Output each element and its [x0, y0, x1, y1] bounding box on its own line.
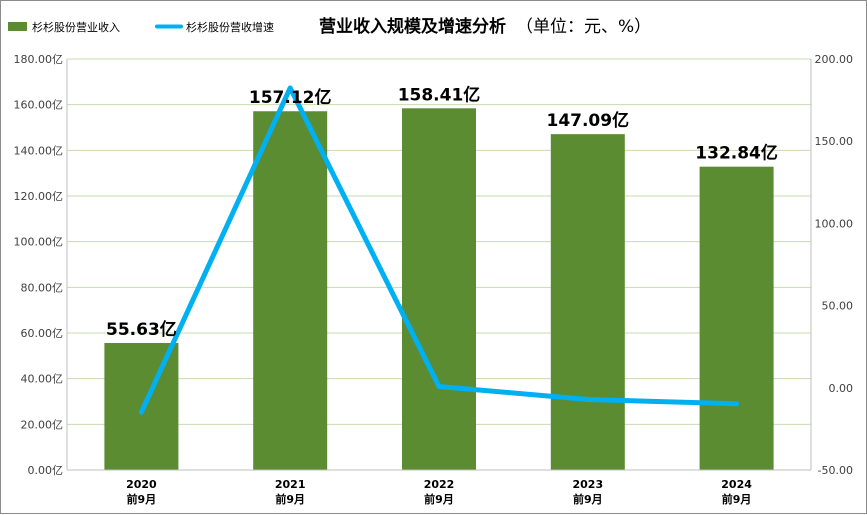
legend-label-revenue: 杉杉股份营业收入	[32, 20, 120, 34]
chart-title: 营业收入规模及增速分析	[319, 16, 506, 37]
category-label-year: 2020	[126, 478, 157, 491]
bar-series	[104, 108, 774, 470]
category-label-period: 前9月	[424, 492, 454, 506]
bar-data-label: 158.41亿	[398, 84, 481, 105]
bar-2021	[253, 111, 328, 470]
chart-title-unit: （单位：元、%）	[516, 17, 651, 37]
bar-2022	[402, 108, 476, 470]
category-label-year: 2022	[424, 478, 455, 491]
bar-data-label: 132.84亿	[695, 143, 778, 164]
bar-2024	[699, 166, 774, 470]
right-axis-tick-label: 50.00	[822, 300, 854, 313]
line-series	[138, 85, 740, 415]
left-axis-tick-label: 60.00亿	[21, 327, 64, 340]
category-label-year: 2024	[721, 478, 752, 491]
left-axis-tick-label: 120.00亿	[14, 190, 64, 203]
growth-rate-line	[138, 85, 740, 415]
bar-data-label: 157.12亿	[249, 87, 332, 108]
bar-2023	[550, 134, 625, 470]
left-axis-tick-label: 0.00亿	[28, 464, 64, 477]
category-label-period: 前9月	[127, 492, 157, 506]
left-axis-tick-label: 180.00亿	[14, 53, 64, 66]
left-axis-tick-label: 40.00亿	[21, 373, 64, 386]
left-axis-tick-label: 80.00亿	[21, 281, 64, 294]
right-axis-tick-label: 0.00	[829, 382, 854, 395]
axes: 0.00亿 20.00亿 40.00亿 60.00亿 80.00亿 100.00亿 120.…	[14, 53, 854, 506]
category-label-period: 前9月	[722, 492, 752, 506]
bar-data-label: 55.63亿	[106, 319, 177, 340]
right-axis-tick-label: 200.00	[815, 53, 854, 66]
legend-swatch-revenue	[8, 22, 27, 31]
right-axis-tick-label: -50.00	[818, 464, 853, 477]
right-axis-tick-label: 100.00	[815, 217, 854, 230]
left-axis-tick-label: 160.00亿	[14, 99, 64, 112]
category-label-year: 2023	[572, 478, 603, 491]
legend-label-growth: 杉杉股份营收增速	[186, 20, 274, 34]
left-axis-tick-label: 140.00亿	[14, 144, 64, 157]
category-label-year: 2021	[275, 478, 306, 491]
category-label-period: 前9月	[573, 492, 603, 506]
left-axis-tick-label: 100.00亿	[14, 236, 64, 249]
bar-data-label: 147.09亿	[546, 110, 629, 131]
left-axis-tick-label: 20.00亿	[21, 418, 64, 431]
legend: 杉杉股份营业收入 杉杉股份营收增速	[8, 20, 274, 34]
category-label-period: 前9月	[275, 492, 305, 506]
data-labels: 55.63亿 157.12亿 158.41亿 147.09亿 132.84亿	[106, 84, 778, 340]
right-axis-tick-label: 150.00	[815, 135, 854, 148]
